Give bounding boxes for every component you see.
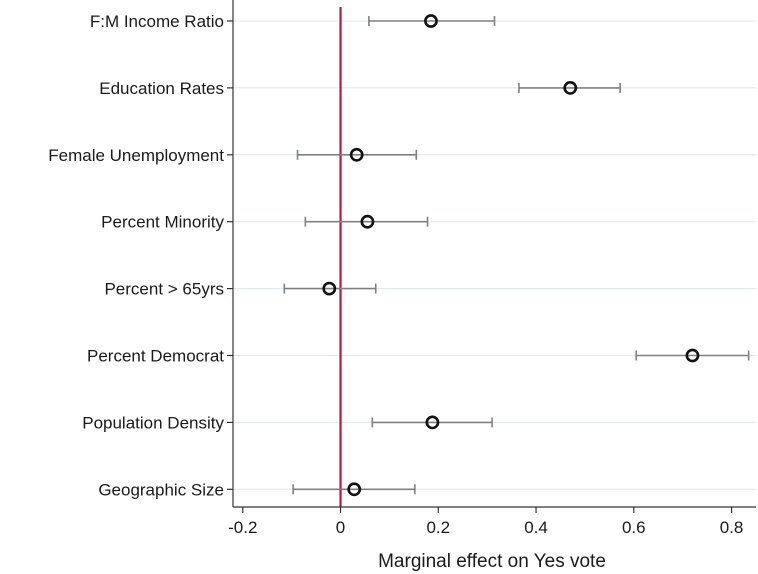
- y-tick-label: Percent Democrat: [87, 347, 224, 366]
- y-tick-label: Percent Minority: [101, 213, 224, 232]
- point-estimate-2: [349, 147, 364, 162]
- point-estimate-6: [425, 415, 440, 430]
- point-estimate-7: [347, 482, 362, 497]
- gridlines: [233, 20, 756, 490]
- y-tick-label: Geographic Size: [98, 480, 224, 499]
- x-tick-label: 0.8: [720, 518, 744, 537]
- x-tick-label: 0: [336, 518, 345, 537]
- axes: F:M Income Ratio Education Rates Female Un…: [48, 0, 756, 537]
- confidence-intervals: [283, 16, 750, 495]
- x-tick-label: 0.4: [524, 518, 548, 537]
- y-tick-label: Percent > 65yrs: [104, 280, 224, 299]
- x-tick-label: -0.2: [228, 518, 257, 537]
- y-tick-label: Female Unemployment: [48, 146, 224, 165]
- point-estimate-3: [360, 214, 375, 229]
- point-estimate-4: [322, 281, 337, 296]
- x-tick-label: 0.2: [426, 518, 450, 537]
- y-tick-label: F:M Income Ratio: [90, 12, 224, 31]
- point-estimate-1: [563, 81, 578, 95]
- point-estimates: [322, 14, 700, 497]
- y-tick-label: Population Density: [82, 413, 224, 432]
- x-tick-label: 0.6: [622, 518, 646, 537]
- point-estimate-5: [685, 348, 700, 363]
- point-estimate-0: [424, 14, 438, 28]
- y-tick-label: Education Rates: [99, 79, 224, 98]
- x-axis-title: Marginal effect on Yes vote: [378, 551, 606, 572]
